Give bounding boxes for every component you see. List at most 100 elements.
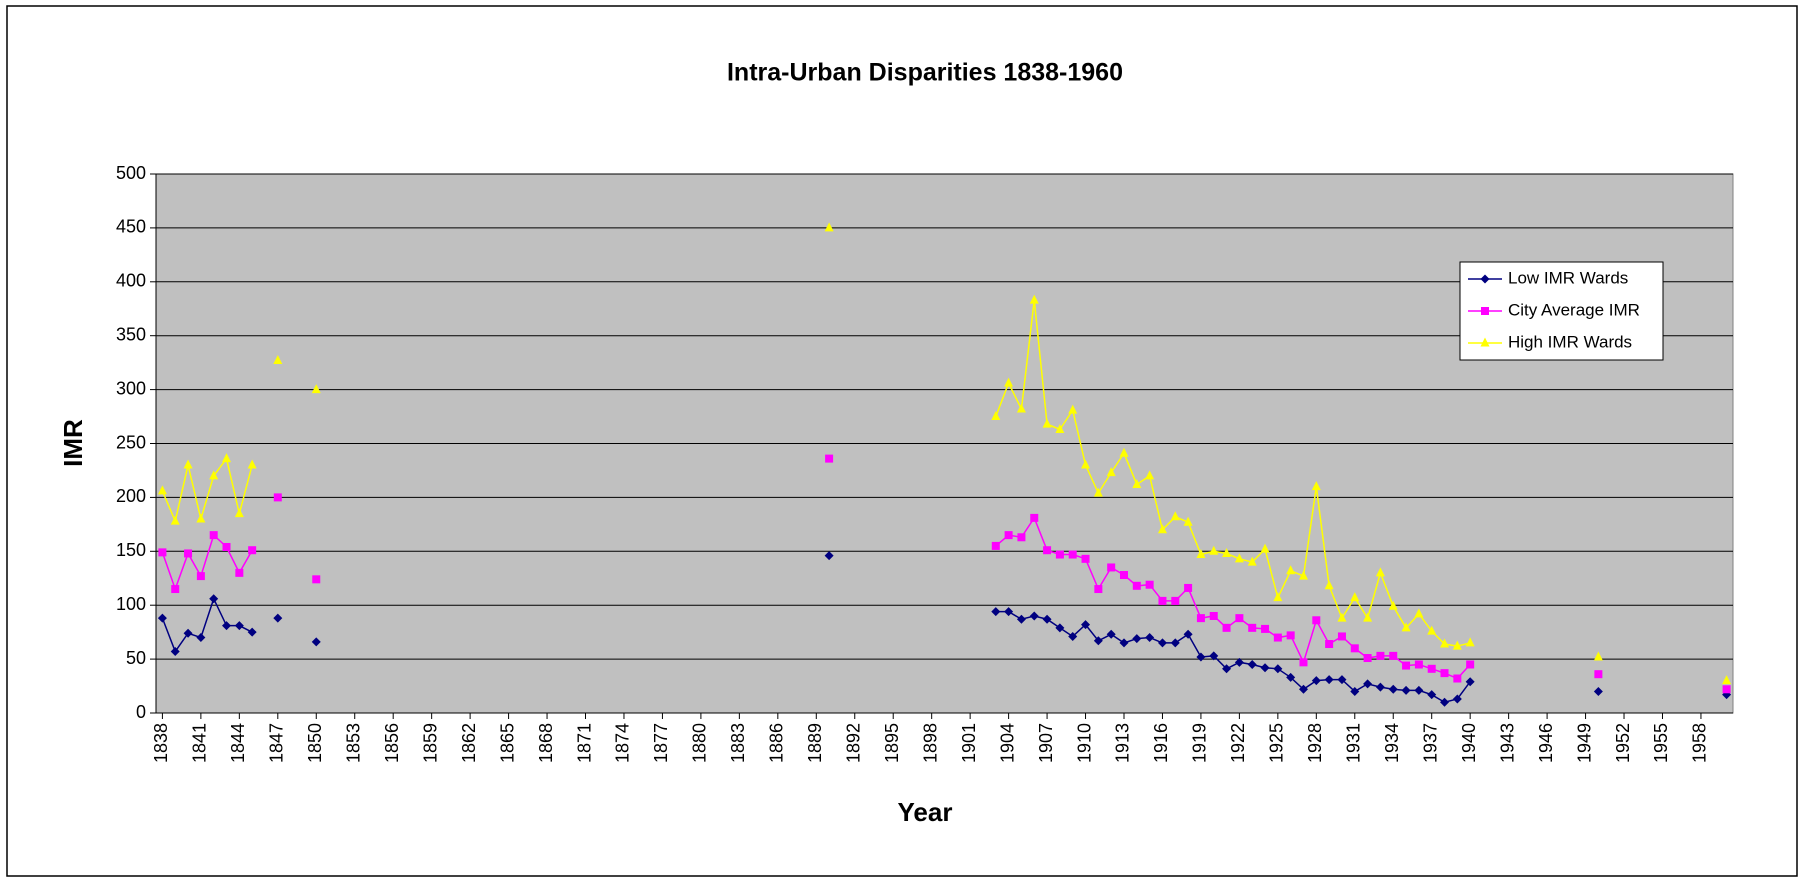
point [1004, 531, 1013, 540]
x-tick-label: 1958 [1690, 723, 1710, 763]
point [1480, 274, 1490, 284]
point [1324, 580, 1334, 590]
y-tick-label: 150 [116, 540, 146, 560]
x-tick-label: 1871 [574, 723, 594, 763]
legend-label: High IMR Wards [1508, 332, 1632, 351]
point [1222, 664, 1232, 674]
point [222, 542, 231, 551]
point [1209, 651, 1219, 661]
point [196, 513, 206, 523]
point [1401, 622, 1411, 632]
x-tick-label: 1922 [1228, 723, 1248, 763]
x-tick-label: 1937 [1420, 723, 1440, 763]
point [184, 549, 193, 558]
point [234, 621, 244, 631]
point [1337, 632, 1346, 641]
point [1337, 675, 1347, 685]
point [1402, 661, 1411, 670]
point [209, 531, 218, 540]
point [1427, 664, 1436, 673]
point [1286, 631, 1295, 640]
point [1350, 686, 1360, 696]
y-tick-label: 100 [116, 594, 146, 614]
point [1183, 516, 1193, 526]
point [1158, 596, 1167, 605]
x-tick-label: 1952 [1613, 723, 1633, 763]
x-tick-label: 1910 [1074, 723, 1094, 763]
point [171, 585, 180, 594]
point [209, 470, 219, 480]
point [991, 541, 1000, 550]
point [1132, 634, 1142, 644]
point [1375, 567, 1385, 577]
point [1234, 657, 1244, 667]
point [1261, 624, 1270, 633]
point [824, 551, 834, 561]
point [1222, 623, 1231, 632]
point [311, 384, 321, 394]
x-tick-label: 1889 [805, 723, 825, 763]
legend-label: City Average IMR [1508, 300, 1640, 319]
x-tick-label: 1907 [1036, 723, 1056, 763]
x-tick-label: 1877 [651, 723, 671, 763]
x-tick-label: 1904 [997, 723, 1017, 763]
point [1453, 674, 1462, 683]
point [222, 621, 232, 631]
x-tick-label: 1868 [536, 723, 556, 763]
point [1388, 600, 1398, 610]
x-tick-label: 1865 [497, 723, 517, 763]
point [1016, 614, 1026, 624]
point [1055, 550, 1064, 559]
point [1247, 659, 1257, 669]
point [1260, 543, 1270, 553]
point [1593, 651, 1603, 661]
point [1183, 629, 1193, 639]
x-tick-label: 1895 [882, 723, 902, 763]
y-tick-label: 450 [116, 217, 146, 237]
point [157, 485, 167, 495]
point [1388, 684, 1398, 694]
point [1081, 620, 1091, 630]
point [1157, 524, 1167, 534]
point [1594, 670, 1603, 679]
point [1068, 631, 1078, 641]
point [991, 411, 1001, 421]
point [1170, 511, 1180, 521]
point [1452, 694, 1462, 704]
point [1068, 404, 1078, 414]
point [1068, 550, 1077, 559]
point [1055, 623, 1065, 633]
y-tick-label: 250 [116, 432, 146, 452]
point [1093, 636, 1103, 646]
y-tick-label: 400 [116, 271, 146, 291]
x-tick-label: 1949 [1574, 723, 1594, 763]
x-tick-label: 1925 [1267, 723, 1287, 763]
point [1452, 640, 1462, 650]
point [1055, 423, 1065, 433]
point [1170, 638, 1180, 648]
point [1042, 418, 1052, 428]
point [1145, 580, 1154, 589]
point [1337, 612, 1347, 622]
point [1234, 553, 1244, 563]
x-tick-label: 1883 [728, 723, 748, 763]
x-tick-label: 1853 [343, 723, 363, 763]
point [1299, 658, 1308, 667]
point [1247, 556, 1257, 566]
point [170, 515, 180, 525]
point [1311, 676, 1321, 686]
point [1375, 682, 1385, 692]
point [312, 575, 321, 584]
point [1119, 638, 1129, 648]
point [1004, 607, 1014, 617]
point [1298, 570, 1308, 580]
point [1235, 614, 1244, 623]
point [1273, 664, 1283, 674]
point [1145, 633, 1155, 643]
point [1106, 467, 1116, 477]
point [1119, 571, 1128, 580]
point [1286, 672, 1296, 682]
y-tick-label: 350 [116, 324, 146, 344]
x-tick-label: 1901 [959, 723, 979, 763]
point [1196, 549, 1206, 559]
